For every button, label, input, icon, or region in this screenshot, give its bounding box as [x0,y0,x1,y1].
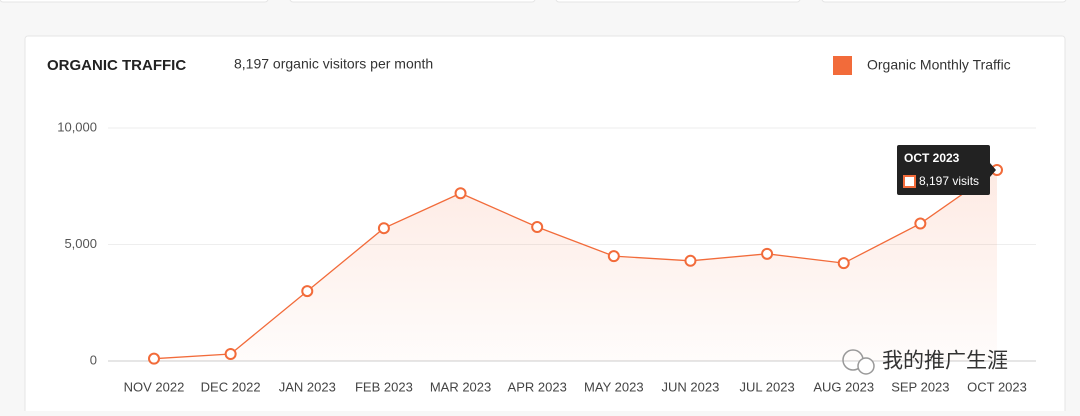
y-tick-label: 0 [90,352,97,367]
chart-title: ORGANIC TRAFFIC [47,57,186,74]
x-tick-label: FEB 2023 [355,379,413,394]
point [224,348,237,361]
x-tick-label: JAN 2023 [279,379,336,394]
line [153,169,998,360]
point [377,222,390,235]
x-tick-label: JUL 2023 [740,379,795,394]
point [914,217,927,230]
point [684,254,697,267]
x-tick-label: MAY 2023 [584,379,644,394]
x-tick-label: JUN 2023 [662,379,720,394]
tooltip-label: 8,197 visits [919,174,979,188]
card [821,0,1067,3]
y-tick-label: 5,000 [64,236,97,251]
watermark: 我的推广生涯 [842,349,1008,375]
y-tick-label: 10,000 [57,119,97,134]
x-tick-label: MAR 2023 [430,379,491,394]
point [148,352,160,365]
x-tick-label: DEC 2022 [201,379,261,394]
tooltip-arrow [990,163,996,177]
legend-label: Organic Monthly Traffic [867,57,1011,73]
point [301,285,314,298]
watermark-text: 我的推广生涯 [882,350,1008,373]
x-tick-label: SEP 2023 [891,379,949,394]
point [837,257,850,270]
subtitle: 8,197 organic visitors per month [234,56,433,72]
x-tick-label: OCT 2023 [967,379,1027,394]
card [555,0,801,3]
card [289,0,536,3]
legend-swatch [833,56,852,75]
area [154,170,997,361]
point [607,250,620,263]
point [454,187,467,200]
x-tick-label: AUG 2023 [813,379,874,394]
x-tick-label: NOV 2022 [124,379,185,394]
tooltip-swatch [903,175,916,188]
point [761,247,774,260]
point [531,221,544,234]
x-tick-label: APR 2023 [508,379,567,394]
card [0,0,269,3]
tooltip-title: OCT 2023 [904,151,960,165]
tooltip [897,145,990,195]
